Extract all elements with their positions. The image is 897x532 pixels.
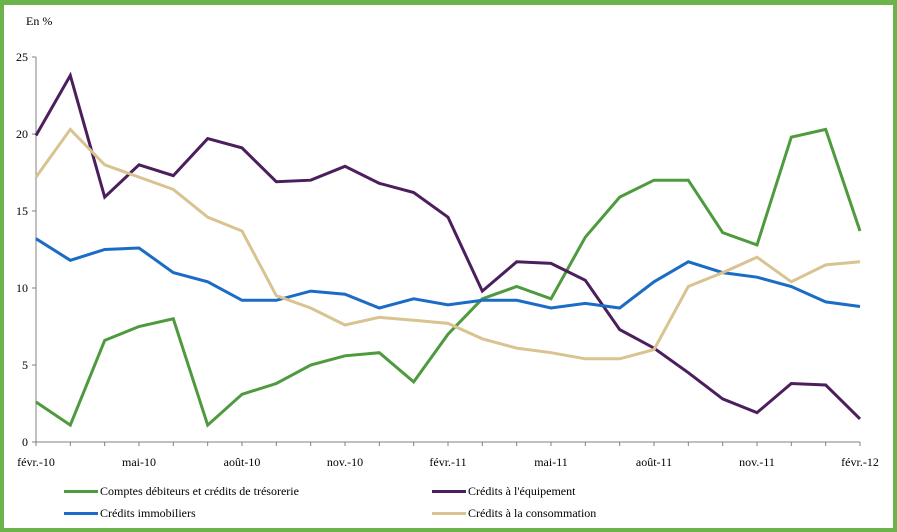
y-tick-label: 25 xyxy=(16,50,28,64)
series-line xyxy=(35,127,862,428)
legend-label-credits-immobiliers: Crédits immobiliers xyxy=(100,506,196,520)
series-group xyxy=(34,71,862,420)
y-axis-unit-label: En % xyxy=(26,14,53,28)
legend-item-credits-immobiliers: Crédits immobiliers xyxy=(64,504,196,522)
x-tick-label: août-11 xyxy=(636,455,672,469)
x-tick-label: févr.-10 xyxy=(17,455,55,469)
legend-swatch-credits-immobiliers xyxy=(64,511,98,515)
x-tick-label: mai-10 xyxy=(122,455,156,469)
x-tick-label: févr.-11 xyxy=(429,455,466,469)
series-line xyxy=(34,127,861,361)
legend-label-credits-equipement: Crédits à l'équipement xyxy=(468,484,576,498)
chart-axes: 0 5 10 15 20 25 févr.-10 mai-10 août-10 nov.-10 fé… xyxy=(16,50,879,469)
series-line xyxy=(34,71,862,420)
x-tick-label: août-10 xyxy=(224,455,261,469)
x-tick-label: nov.-10 xyxy=(327,455,363,469)
series-group xyxy=(34,127,861,361)
legend-item-credits-equipement: Crédits à l'équipement xyxy=(432,482,575,500)
y-tick-label: 10 xyxy=(16,281,28,295)
legend-item-credits-consommation: Crédits à la consommation xyxy=(432,504,596,522)
chart-legend: Comptes débiteurs et crédits de trésorer… xyxy=(64,482,824,522)
y-tick-label: 0 xyxy=(22,435,28,449)
series-group xyxy=(35,237,861,310)
x-tick-label: févr.-12 xyxy=(841,455,879,469)
y-tick-label: 5 xyxy=(22,358,28,372)
series-group xyxy=(35,127,862,428)
y-tick-label: 15 xyxy=(16,204,28,218)
x-tick-label: nov.-11 xyxy=(739,455,775,469)
legend-label-credits-consommation: Crédits à la consommation xyxy=(468,506,597,520)
legend-item-comptes-debiteurs: Comptes débiteurs et crédits de trésorer… xyxy=(64,482,299,500)
x-tick-label: mai-11 xyxy=(534,455,568,469)
legend-swatch-credits-equipement xyxy=(432,489,466,493)
legend-swatch-comptes-debiteurs xyxy=(64,489,98,493)
y-tick-label: 20 xyxy=(16,127,28,141)
legend-label-comptes-debiteurs: Comptes débiteurs et crédits de trésorer… xyxy=(100,484,299,498)
series-line xyxy=(35,237,861,310)
legend-swatch-credits-consommation xyxy=(432,511,466,515)
chart-plot-area xyxy=(34,71,862,428)
